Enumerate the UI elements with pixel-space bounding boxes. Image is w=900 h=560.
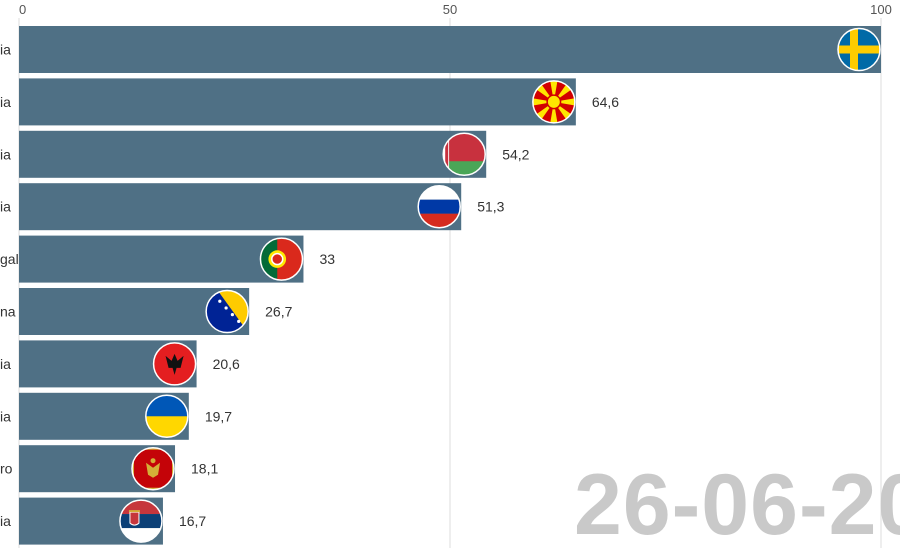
sweden-flag-icon: [838, 28, 880, 71]
flag-border: [837, 27, 881, 72]
flag-border: [417, 184, 461, 229]
bosnia-flag-icon: [206, 290, 249, 333]
flag-border: [152, 342, 197, 386]
flag-border: [259, 237, 304, 281]
bar-0: [19, 26, 881, 73]
category-label: ia: [0, 42, 11, 58]
belarus-flag-icon: [443, 133, 486, 176]
flag-border: [131, 446, 175, 491]
x-tick-label: 0: [19, 2, 26, 17]
value-label: 16,7: [179, 513, 206, 529]
category-label: ia: [0, 513, 11, 529]
albania-flag-icon: [153, 342, 196, 385]
bar-2: [19, 130, 487, 178]
flag-border: [532, 80, 576, 124]
date-stamp: 26-06-20: [574, 457, 900, 553]
value-label: 33: [319, 251, 335, 267]
bar-4: [19, 235, 304, 283]
category-label: ia: [0, 94, 11, 110]
value-label: 19,7: [205, 408, 232, 424]
category-label: ro: [0, 461, 13, 477]
x-tick-label: 100: [870, 2, 892, 17]
category-label: ia: [0, 356, 11, 372]
value-label: 18,1: [191, 461, 218, 477]
montenegro-flag-icon: [132, 447, 175, 490]
x-tick-label: 50: [443, 2, 457, 17]
portugal-flag-icon: [260, 238, 303, 281]
value-label: 26,7: [265, 304, 292, 320]
ukraine-flag-icon: [145, 395, 188, 438]
flag-border: [119, 499, 163, 543]
value-label: 51,3: [477, 199, 504, 215]
value-label: 64,6: [592, 94, 619, 110]
value-label: 20,6: [213, 356, 240, 372]
category-label: gal: [0, 251, 19, 267]
category-label: ia: [0, 199, 11, 215]
category-label: ia: [0, 408, 11, 424]
value-label: 54,2: [502, 146, 529, 162]
flag-border: [145, 394, 189, 439]
flag-border: [442, 132, 486, 177]
bar-1: [19, 78, 576, 126]
category-label: na: [0, 304, 16, 320]
flag-border: [205, 289, 249, 334]
category-label: ia: [0, 146, 11, 162]
bar-3: [19, 183, 462, 231]
